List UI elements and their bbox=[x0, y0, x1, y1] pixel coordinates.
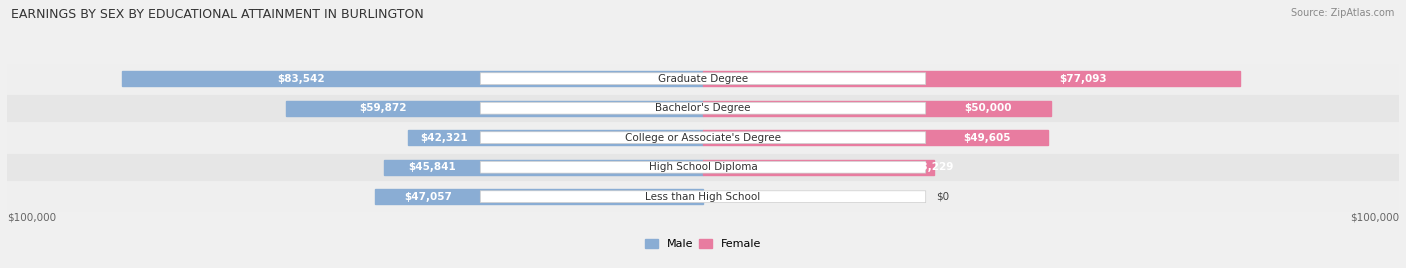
Bar bbox=[384, 159, 703, 175]
FancyBboxPatch shape bbox=[481, 73, 925, 85]
FancyBboxPatch shape bbox=[481, 132, 925, 144]
Bar bbox=[7, 65, 1399, 92]
Bar bbox=[121, 71, 703, 86]
FancyBboxPatch shape bbox=[481, 191, 925, 203]
Text: $50,000: $50,000 bbox=[965, 103, 1012, 113]
Text: Source: ZipAtlas.com: Source: ZipAtlas.com bbox=[1291, 8, 1395, 18]
Bar bbox=[703, 100, 1052, 116]
Text: Less than High School: Less than High School bbox=[645, 192, 761, 202]
Text: High School Diploma: High School Diploma bbox=[648, 162, 758, 172]
Bar bbox=[287, 100, 703, 116]
Bar bbox=[7, 183, 1399, 210]
Text: $100,000: $100,000 bbox=[1350, 213, 1399, 223]
Text: $47,057: $47,057 bbox=[404, 192, 451, 202]
Bar bbox=[703, 130, 1049, 145]
Text: $42,321: $42,321 bbox=[420, 133, 468, 143]
Text: $59,872: $59,872 bbox=[360, 103, 408, 113]
Text: $77,093: $77,093 bbox=[1059, 74, 1107, 84]
Bar bbox=[703, 71, 1240, 86]
Text: EARNINGS BY SEX BY EDUCATIONAL ATTAINMENT IN BURLINGTON: EARNINGS BY SEX BY EDUCATIONAL ATTAINMEN… bbox=[11, 8, 425, 21]
Text: $33,229: $33,229 bbox=[907, 162, 953, 172]
Text: College or Associate's Degree: College or Associate's Degree bbox=[626, 133, 780, 143]
Text: Bachelor's Degree: Bachelor's Degree bbox=[655, 103, 751, 113]
Bar bbox=[409, 130, 703, 145]
Bar bbox=[375, 189, 703, 204]
Text: $45,841: $45,841 bbox=[408, 162, 456, 172]
Text: $0: $0 bbox=[936, 192, 949, 202]
FancyBboxPatch shape bbox=[481, 161, 925, 173]
Bar bbox=[703, 159, 934, 175]
Bar bbox=[7, 154, 1399, 180]
Text: Graduate Degree: Graduate Degree bbox=[658, 74, 748, 84]
Text: $100,000: $100,000 bbox=[7, 213, 56, 223]
Text: $83,542: $83,542 bbox=[277, 74, 325, 84]
FancyBboxPatch shape bbox=[481, 102, 925, 114]
Bar bbox=[7, 124, 1399, 151]
Bar bbox=[7, 95, 1399, 121]
Legend: Male, Female: Male, Female bbox=[640, 235, 766, 254]
Text: $49,605: $49,605 bbox=[963, 133, 1011, 143]
